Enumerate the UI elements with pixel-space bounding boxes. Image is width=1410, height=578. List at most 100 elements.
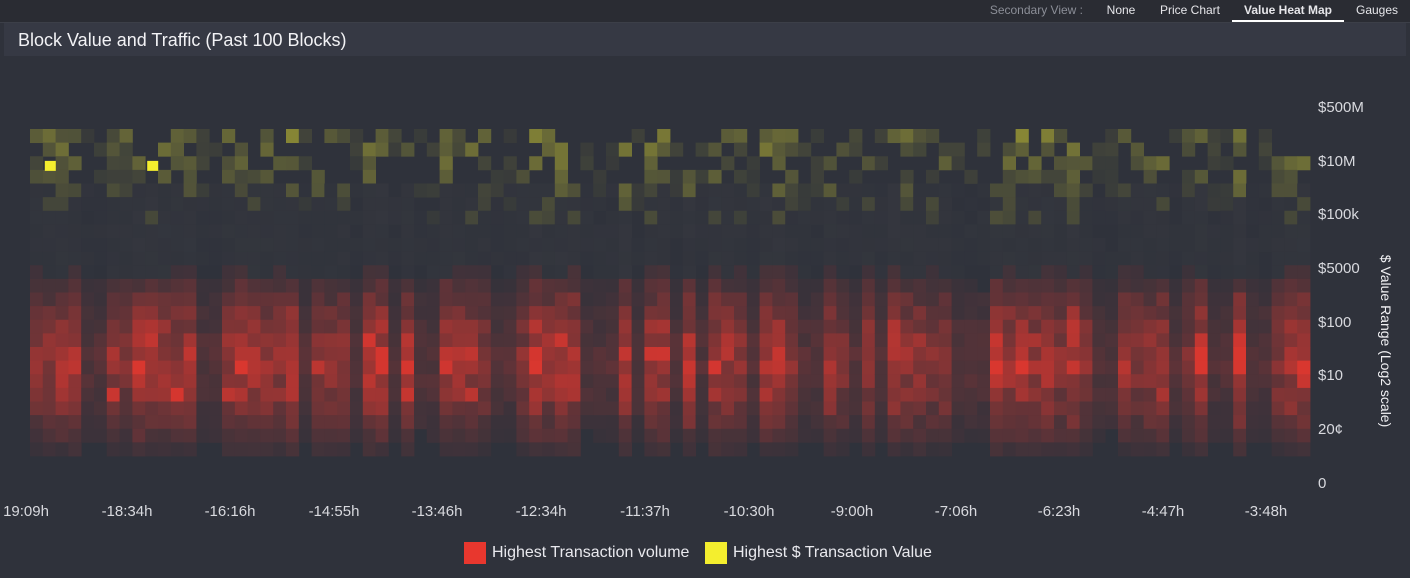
heatmap-cell	[529, 428, 543, 443]
heatmap-cell	[862, 428, 876, 443]
heatmap-cell	[298, 387, 312, 402]
heatmap-cell	[145, 387, 159, 402]
heatmap-cell	[759, 401, 773, 416]
heatmap-cell	[337, 251, 351, 266]
tab-price-chart[interactable]: Price Chart	[1159, 3, 1221, 17]
heatmap-cell	[516, 360, 530, 375]
tab-gauges[interactable]: Gauges	[1355, 3, 1399, 17]
heatmap-cell	[1041, 442, 1055, 457]
heatmap-cell	[401, 374, 415, 389]
heatmap-cell	[170, 374, 184, 389]
heatmap-cell	[567, 238, 581, 253]
heatmap-cell	[1028, 183, 1042, 198]
heatmap-cell	[580, 183, 594, 198]
heatmap-cell	[1092, 278, 1106, 293]
tab-none[interactable]: None	[1106, 3, 1136, 17]
heatmap-cell	[926, 251, 940, 266]
heatmap-cell	[746, 156, 760, 171]
heatmap-cell	[657, 360, 671, 375]
heatmap-cell	[529, 374, 543, 389]
heatmap-cell	[183, 238, 197, 253]
heatmap-cell	[746, 265, 760, 280]
heatmap-cell	[1028, 415, 1042, 430]
heatmap-cell	[951, 401, 965, 416]
heatmap-cell	[490, 387, 504, 402]
heatmap-cell	[119, 278, 133, 293]
heatmap-cell	[759, 278, 773, 293]
heatmap-cell	[132, 197, 146, 212]
heatmap-cell	[1182, 374, 1196, 389]
heatmap-cell	[260, 401, 274, 416]
heatmap-cell	[375, 374, 389, 389]
heatmap-cell	[1284, 306, 1298, 321]
heatmap-cell	[311, 401, 325, 416]
heatmap-cell	[42, 333, 56, 348]
heatmap-cell	[311, 374, 325, 389]
heatmap-cell	[1079, 347, 1093, 362]
heatmap-cell	[1054, 360, 1068, 375]
heatmap-cell	[721, 224, 735, 239]
heatmap-cell	[926, 387, 940, 402]
heatmap-cell	[900, 278, 914, 293]
heatmap-cell	[951, 333, 965, 348]
heatmap-cell	[388, 129, 402, 144]
heatmap-cell	[55, 387, 69, 402]
heatmap-cell	[1169, 428, 1183, 443]
heatmap-cell	[695, 347, 709, 362]
heatmap-cell	[849, 292, 863, 307]
heatmap-cell	[1143, 183, 1157, 198]
heatmap-cell	[1092, 428, 1106, 443]
heatmap-cell	[1066, 210, 1080, 225]
heatmap-cell	[170, 415, 184, 430]
heatmap-cell	[490, 333, 504, 348]
heatmap-cell	[247, 401, 261, 416]
legend-label-volume: Highest Transaction volume	[492, 544, 690, 561]
heatmap-cell	[606, 415, 620, 430]
heatmap-cell	[977, 210, 991, 225]
heatmap-cell	[170, 142, 184, 157]
tab-value-heat-map[interactable]: Value Heat Map	[1232, 0, 1344, 22]
heatmap-cell	[644, 238, 658, 253]
heatmap-cell	[849, 333, 863, 348]
heatmap-cell	[798, 238, 812, 253]
heatmap-cell	[1207, 238, 1221, 253]
heatmap-cell	[1015, 129, 1029, 144]
heatmap-cell	[1194, 238, 1208, 253]
heatmap-cell	[1246, 387, 1260, 402]
heatmap-cell	[426, 374, 440, 389]
heatmap-cell	[734, 306, 748, 321]
heatmap-cell	[1297, 374, 1311, 389]
heatmap-cell	[375, 129, 389, 144]
heatmap-cell	[798, 251, 812, 266]
heatmap-cell	[682, 183, 696, 198]
heatmap-cell	[1194, 387, 1208, 402]
heatmap-cell	[721, 442, 735, 457]
heatmap-cell	[554, 442, 568, 457]
heatmap-cell	[68, 129, 82, 144]
heatmap-cell	[183, 415, 197, 430]
heatmap-cell	[631, 306, 645, 321]
heatmap-cell	[196, 142, 210, 157]
heatmap-cell	[119, 333, 133, 348]
heatmap-cell	[849, 306, 863, 321]
heatmap-cell	[810, 292, 824, 307]
heatmap-cell	[1130, 333, 1144, 348]
heatmap-cell	[1143, 319, 1157, 334]
heatmap-cell	[644, 210, 658, 225]
heatmap-cell	[94, 319, 108, 334]
heatmap-cell	[682, 278, 696, 293]
heatmap-cell	[1233, 169, 1247, 184]
heatmap-cell	[286, 292, 300, 307]
heatmap-cell	[362, 197, 376, 212]
heatmap-cell	[708, 224, 722, 239]
heatmap-cell	[401, 292, 415, 307]
heatmap-cell	[1002, 319, 1016, 334]
heatmap-cell	[222, 210, 236, 225]
heatmap-cell	[439, 292, 453, 307]
heatmap-cell	[554, 374, 568, 389]
heatmap-cell	[1054, 238, 1068, 253]
heatmap-cell	[1054, 278, 1068, 293]
heatmap-cell	[452, 415, 466, 430]
heatmap-cell	[887, 224, 901, 239]
